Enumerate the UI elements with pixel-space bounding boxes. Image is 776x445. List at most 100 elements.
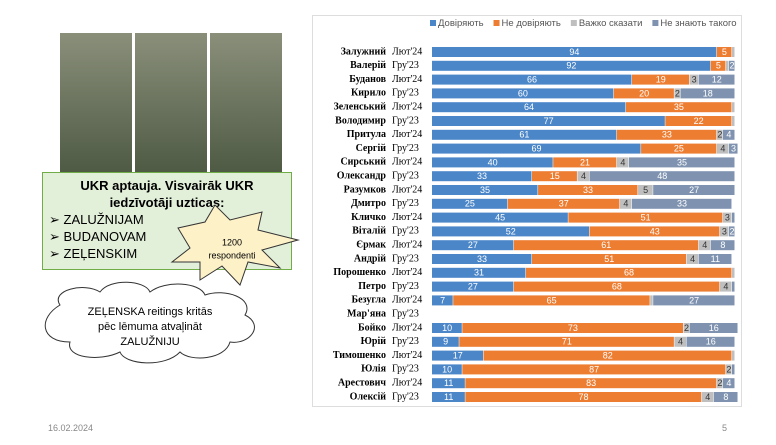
row-name: Валерій <box>350 60 386 71</box>
bar-segment <box>432 88 614 99</box>
bar-segment <box>553 157 617 168</box>
row-period: Лют'24 <box>392 101 422 112</box>
bar-segment <box>728 60 735 71</box>
value-label: 61 <box>519 130 529 140</box>
item-text: BUDANOVAM <box>63 229 147 244</box>
row-period: Гру'23 <box>392 253 419 264</box>
row-period: Лют'24 <box>392 267 422 278</box>
list-item: ➢ BUDANOVAM <box>49 229 147 244</box>
bar-segment <box>698 254 732 264</box>
legend-swatch <box>570 20 577 26</box>
bar-segment <box>432 116 665 126</box>
value-label: 4 <box>690 254 695 264</box>
bar-segment <box>728 143 738 154</box>
row-period: Гру'23 <box>392 143 419 154</box>
value-label: 65 <box>547 295 557 305</box>
bar-segment <box>731 116 735 126</box>
bar-segment <box>613 88 674 99</box>
row-name: Володимир <box>335 115 386 126</box>
value-label: 11 <box>444 392 453 402</box>
bar-segment <box>710 60 726 71</box>
cloud <box>44 281 255 364</box>
bar-segment <box>728 226 735 237</box>
value-label: 66 <box>527 74 537 84</box>
bar-segment <box>628 157 735 168</box>
value-label: 33 <box>583 185 593 195</box>
bar-segment <box>716 378 723 389</box>
value-label: 22 <box>694 116 704 126</box>
bar-segment <box>432 350 484 361</box>
bar-segment <box>731 350 735 361</box>
row-name: Буданов <box>349 74 386 85</box>
bar-segment <box>432 47 717 57</box>
value-label: 17 <box>453 350 463 360</box>
value-label: 4 <box>720 143 725 153</box>
row-name: Притула <box>347 129 386 140</box>
photo <box>210 33 282 173</box>
value-label: 2 <box>717 130 722 140</box>
bar-segment <box>616 157 629 168</box>
row-name: Тимошенко <box>333 350 386 361</box>
value-label: 25 <box>674 143 684 153</box>
value-label: 4 <box>678 337 683 347</box>
value-label: 2 <box>729 61 734 71</box>
bar-segment <box>432 157 553 168</box>
bar-segment <box>483 350 732 361</box>
item-text: ZALUŽNIJAM <box>63 212 144 227</box>
value-label: 4 <box>726 130 731 140</box>
bar-segment <box>568 212 723 223</box>
bar-segment <box>432 74 632 85</box>
row-period: Гру'23 <box>392 88 419 99</box>
chart: Довіряють Не довіряють Важко сказати Не зна… <box>312 15 742 407</box>
row-name: Олександр <box>337 170 387 181</box>
bar-segment <box>432 143 641 154</box>
row-period: Гру'23 <box>392 281 419 292</box>
bar-segment <box>680 88 735 99</box>
bar-segment <box>731 267 735 278</box>
bar-segment <box>725 60 729 71</box>
row-name: Сирський <box>340 157 386 168</box>
bar-segment <box>716 129 723 140</box>
bar-segment <box>589 171 735 182</box>
value-label: 35 <box>480 185 490 195</box>
value-label: 48 <box>657 171 667 181</box>
value-label: 4 <box>620 157 625 167</box>
bar-segment <box>432 102 626 113</box>
bar-segment <box>432 378 465 389</box>
row-period: Лют'24 <box>392 350 422 361</box>
value-label: 82 <box>603 350 613 360</box>
value-label: 11 <box>711 254 720 264</box>
bar-segment <box>432 171 532 182</box>
value-label: 4 <box>581 171 586 181</box>
bar-segment <box>713 392 738 402</box>
bar-segment <box>432 60 711 71</box>
row-name: Андрій <box>354 253 386 264</box>
bar-segment <box>641 143 717 154</box>
bar-segment <box>432 198 508 209</box>
bar-segment <box>719 226 729 237</box>
value-label: 7 <box>440 295 445 305</box>
value-label: 69 <box>532 143 542 153</box>
value-label: 4 <box>623 199 628 209</box>
row-name: Залужний <box>341 46 387 57</box>
bar-segment <box>686 254 699 264</box>
value-label: 5 <box>643 185 648 195</box>
value-label: 20 <box>639 88 649 98</box>
row-period: Гру'23 <box>392 226 419 237</box>
value-label: 3 <box>731 143 736 153</box>
value-label: 35 <box>674 102 684 112</box>
value-label: 51 <box>641 212 651 222</box>
bar-segment <box>507 198 620 209</box>
row-period: Гру'23 <box>392 198 419 209</box>
row-period: Лют'24 <box>392 239 422 250</box>
value-label: 33 <box>477 171 487 181</box>
bar-segment <box>731 47 735 57</box>
bar-segment <box>683 323 690 333</box>
row-name: Сергій <box>356 143 387 154</box>
row-name: Юлія <box>361 364 387 375</box>
bar-segment <box>719 281 732 292</box>
bar-segment <box>653 185 735 195</box>
bar-segment <box>432 212 568 223</box>
value-label: 87 <box>589 364 599 374</box>
